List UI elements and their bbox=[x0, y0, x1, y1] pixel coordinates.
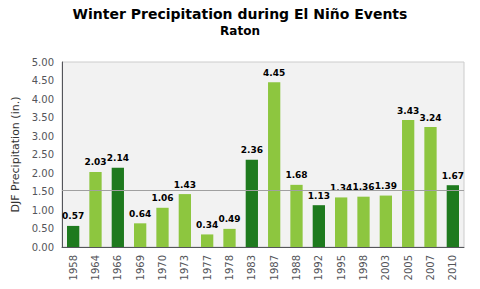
svg-text:1992: 1992 bbox=[313, 255, 324, 280]
svg-text:1970: 1970 bbox=[157, 255, 168, 280]
svg-text:0.00: 0.00 bbox=[32, 242, 54, 253]
svg-text:0.34: 0.34 bbox=[196, 220, 218, 230]
svg-text:2.50: 2.50 bbox=[32, 149, 54, 160]
svg-text:1.68: 1.68 bbox=[285, 170, 307, 180]
svg-text:1978: 1978 bbox=[224, 255, 235, 280]
svg-text:1977: 1977 bbox=[202, 255, 213, 280]
svg-text:1958: 1958 bbox=[68, 255, 79, 280]
svg-text:0.64: 0.64 bbox=[129, 209, 151, 219]
svg-text:0.57: 0.57 bbox=[62, 211, 84, 221]
svg-text:2.36: 2.36 bbox=[241, 145, 263, 155]
svg-text:2003: 2003 bbox=[380, 255, 391, 280]
svg-text:1983: 1983 bbox=[246, 255, 257, 280]
svg-text:1.43: 1.43 bbox=[174, 180, 196, 190]
svg-text:1995: 1995 bbox=[336, 255, 347, 280]
svg-text:1.36: 1.36 bbox=[352, 182, 375, 193]
svg-text:1998: 1998 bbox=[358, 255, 369, 280]
svg-text:0.49: 0.49 bbox=[218, 214, 240, 224]
svg-text:3.43: 3.43 bbox=[397, 106, 419, 116]
svg-text:2.14: 2.14 bbox=[107, 153, 129, 163]
svg-text:2005: 2005 bbox=[403, 255, 414, 280]
svg-text:2010: 2010 bbox=[447, 255, 458, 280]
svg-text:4.50: 4.50 bbox=[32, 75, 54, 86]
svg-text:1987: 1987 bbox=[269, 255, 280, 280]
svg-text:2007: 2007 bbox=[425, 255, 436, 280]
svg-text:1964: 1964 bbox=[90, 255, 101, 280]
svg-text:5.00: 5.00 bbox=[32, 57, 54, 68]
svg-text:2.00: 2.00 bbox=[32, 168, 54, 179]
svg-text:1973: 1973 bbox=[179, 255, 190, 280]
svg-text:1966: 1966 bbox=[112, 255, 123, 280]
svg-text:4.45: 4.45 bbox=[263, 68, 285, 78]
svg-text:Raton: Raton bbox=[220, 24, 260, 38]
svg-text:3.24: 3.24 bbox=[419, 113, 441, 123]
svg-text:1988: 1988 bbox=[291, 255, 302, 280]
svg-text:1.06: 1.06 bbox=[151, 193, 173, 203]
svg-text:3.00: 3.00 bbox=[32, 131, 54, 142]
svg-text:1.34: 1.34 bbox=[330, 183, 352, 193]
svg-text:Winter Precipitation during El: Winter Precipitation during El Niño Even… bbox=[73, 6, 408, 22]
svg-text:3.50: 3.50 bbox=[32, 112, 54, 123]
svg-text:2.03: 2.03 bbox=[84, 157, 106, 167]
svg-text:1.50: 1.50 bbox=[32, 186, 54, 197]
svg-text:1969: 1969 bbox=[135, 255, 146, 280]
svg-text:1.67: 1.67 bbox=[442, 171, 464, 181]
svg-text:4.00: 4.00 bbox=[32, 94, 54, 105]
svg-text:1.00: 1.00 bbox=[32, 205, 54, 216]
svg-text:DJF Precipitation (in.): DJF Precipitation (in.) bbox=[9, 97, 22, 213]
svg-text:0.50: 0.50 bbox=[32, 223, 54, 234]
svg-text:1.13: 1.13 bbox=[308, 191, 330, 201]
svg-text:1.39: 1.39 bbox=[375, 181, 397, 191]
